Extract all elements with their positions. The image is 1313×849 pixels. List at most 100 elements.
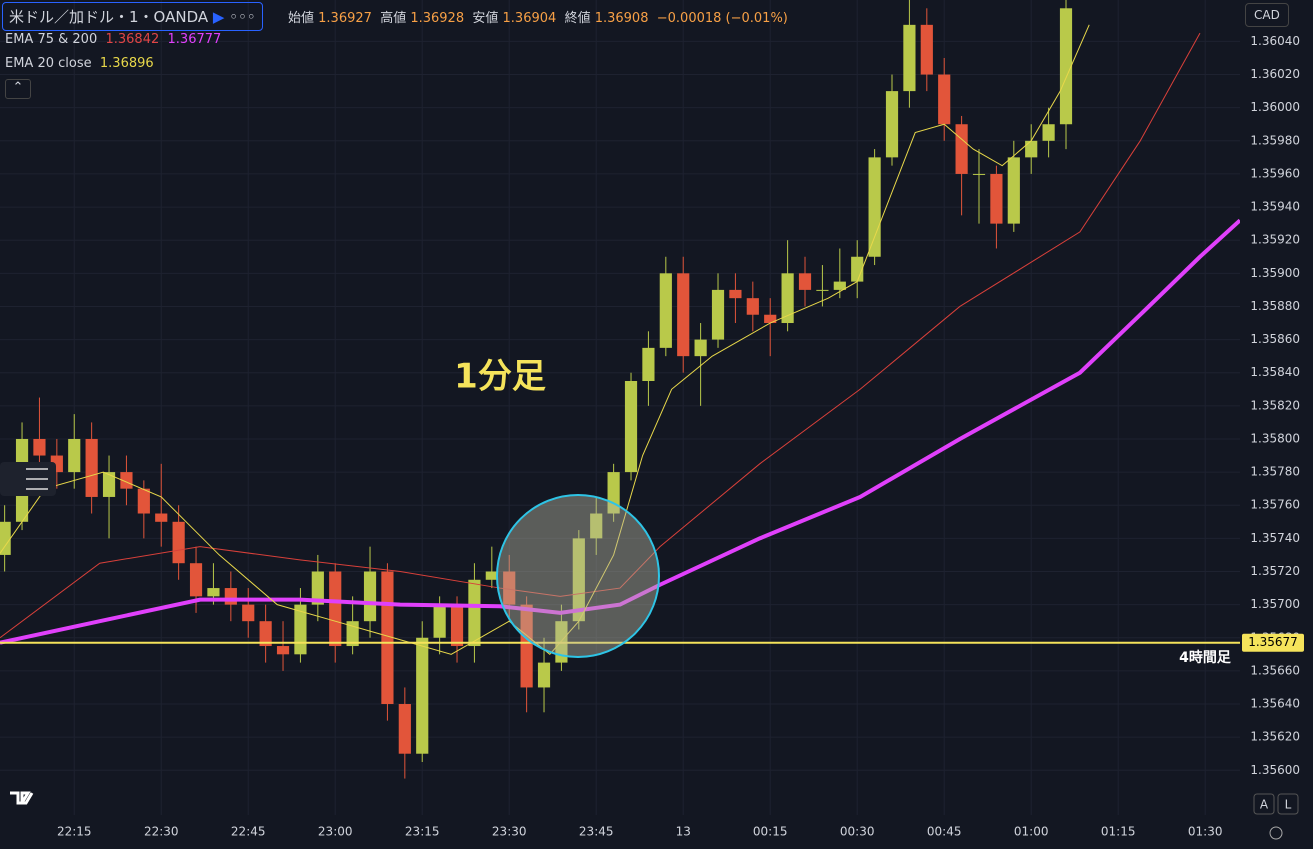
ema200-value: 1.36777 [167, 32, 222, 47]
candle-body [120, 472, 133, 489]
y-tick-label: 1.36040 [1250, 34, 1300, 48]
y-tick-label: 1.36000 [1250, 100, 1300, 114]
x-tick-label: 22:30 [144, 825, 179, 839]
candle-body [450, 604, 464, 647]
y-tick-label: 1.35860 [1250, 332, 1300, 346]
candle-body [1059, 8, 1073, 125]
candle-body [468, 579, 481, 647]
candle-body [833, 281, 846, 290]
currency-box[interactable]: CAD [1245, 3, 1289, 27]
candle-body [798, 273, 812, 290]
ema20-value: 1.36896 [99, 56, 154, 71]
level-price-label: 1.35677 [1248, 635, 1298, 649]
candle-body [155, 513, 168, 522]
y-tick-label: 1.35960 [1250, 166, 1300, 180]
y-tick-label: 1.35620 [1250, 730, 1300, 744]
x-tick-label: 13 [676, 825, 691, 839]
candle-body [416, 637, 429, 754]
symbol-box[interactable]: 米ドル／加ドル・1・OANDA ▶ ◦◦◦ [2, 2, 263, 31]
auto-button[interactable] [1253, 793, 1275, 815]
collapse-button[interactable]: ⌃ [5, 79, 31, 99]
candle-body [746, 298, 759, 315]
low-label: 安値 [472, 11, 499, 26]
change: −0.00018 (−0.01%) [656, 11, 788, 26]
symbol: 米ドル／加ドル・1・OANDA [9, 8, 209, 26]
candle-body [102, 472, 116, 497]
x-tick-label: 01:00 [1014, 825, 1049, 839]
ema-long-name: EMA 75 & 200 [5, 32, 98, 47]
close-value: 1.36908 [594, 11, 649, 26]
settings-icon[interactable] [1269, 826, 1283, 840]
candle-body [659, 273, 672, 348]
candle-body [311, 571, 324, 605]
candle-body [68, 438, 81, 473]
ohlc-legend: 始値 1.36927 高値 1.36928 安値 1.36904 終値 1.36… [288, 7, 788, 26]
y-tick-label: 1.36020 [1250, 67, 1300, 81]
candle-body [485, 571, 498, 580]
high-label: 高値 [380, 11, 407, 26]
y-tick-label: 1.35920 [1250, 233, 1300, 247]
candle-body [398, 704, 411, 754]
time-axis [0, 815, 1240, 845]
ema-short-name: EMA 20 close [5, 56, 92, 71]
candle-body [85, 438, 98, 497]
candle-body [503, 571, 516, 605]
currency: CAD [1254, 8, 1280, 22]
candle-body [329, 571, 342, 647]
candle-body [972, 173, 986, 175]
level-price-box [1242, 633, 1304, 652]
annotation: 1分足 [454, 357, 546, 397]
candle-body [938, 74, 951, 125]
ema-line [0, 32, 1201, 639]
x-tick-label: 23:45 [579, 825, 614, 839]
candle-body [207, 588, 220, 597]
candle-body [781, 273, 794, 324]
y-tick-label: 1.35840 [1250, 365, 1300, 379]
y-tick-label: 1.35700 [1250, 597, 1300, 611]
candle-body [33, 438, 46, 456]
candle-body [955, 124, 968, 174]
highlight-circle [496, 494, 660, 658]
y-tick-label: 1.35760 [1250, 498, 1300, 512]
candle-body [572, 538, 585, 622]
candle-body [624, 380, 638, 473]
x-tick-label: 00:15 [753, 825, 788, 839]
y-tick-label: 1.35660 [1250, 663, 1300, 677]
candle-body [1025, 140, 1038, 158]
candle-body [172, 521, 185, 564]
open-label: 始値 [288, 11, 315, 26]
logo [10, 791, 34, 805]
y-tick-label: 1.35900 [1250, 266, 1300, 280]
candle-body [642, 347, 655, 381]
candle-body [990, 173, 1003, 224]
y-tick-label: 1.35800 [1250, 431, 1300, 445]
ema-long-legend: EMA 75 & 200 1.36842 1.36777 [5, 32, 221, 47]
level-label: 4時間足 [1179, 649, 1232, 666]
candle-body [224, 588, 237, 605]
candle-body [259, 621, 272, 647]
menu-icon [26, 468, 48, 490]
x-tick-label: 23:15 [405, 825, 440, 839]
x-tick-label: 01:30 [1188, 825, 1223, 839]
x-tick-label: 00:45 [927, 825, 962, 839]
x-tick-label: 23:30 [492, 825, 527, 839]
candle-body [189, 563, 203, 597]
log-button[interactable] [1277, 793, 1299, 815]
candle-body [276, 646, 290, 655]
auto-button-label[interactable]: A [1260, 798, 1269, 812]
candle-body [868, 157, 881, 257]
candle-body [851, 256, 864, 282]
candle-body [764, 314, 777, 324]
ema-short-legend: EMA 20 close 1.36896 [5, 56, 154, 71]
candle-body [711, 289, 725, 340]
candle-body [694, 339, 707, 357]
x-tick-label: 22:15 [57, 825, 92, 839]
y-tick-label: 1.35720 [1250, 564, 1300, 578]
y-tick-label: 1.35780 [1250, 465, 1300, 479]
log-button-label[interactable]: L [1285, 798, 1292, 812]
candle-body [137, 488, 150, 514]
candle-body [0, 521, 11, 555]
x-tick-label: 23:00 [318, 825, 353, 839]
